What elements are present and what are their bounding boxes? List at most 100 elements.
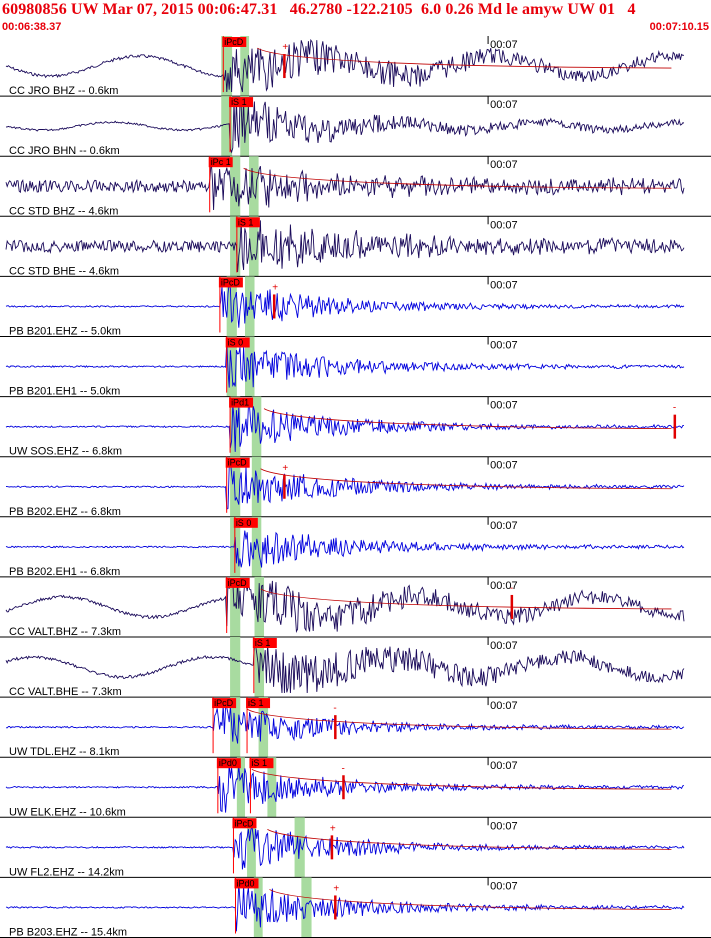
trace-panel: iPd0 iS 1 - 00:07 UW ELK.EHZ -- 10.6km [0, 757, 711, 818]
trace-panel: iPcD + 00:07 CC JRO BHZ -- 0.6km [0, 36, 711, 97]
waveform-trace [5, 100, 685, 154]
amplitude-marker[interactable]: - [673, 403, 676, 439]
amplitude-marker[interactable]: + [333, 883, 339, 920]
marker-sign: + [282, 42, 288, 53]
phase-pick[interactable]: iPc 1 [208, 156, 233, 213]
phase-pick[interactable]: iPcD [225, 456, 250, 513]
phase-pick[interactable]: iPd0 [216, 757, 241, 814]
phase-pick[interactable]: iS 1 [249, 757, 274, 814]
window-end-time: 00:07:10.15 [649, 21, 709, 33]
trace-panel: iPc 1 00:07 CC STD BHZ -- 4.6km [0, 156, 711, 217]
station-label: PB B201.EH1 -- 5.0km [9, 386, 120, 398]
phase-pick[interactable]: iPcD [222, 36, 247, 93]
coda-fit-line [267, 829, 672, 850]
station-label: CC STD BHZ -- 4.6km [9, 205, 118, 217]
waveform-trace [5, 460, 685, 510]
trace-panel: iPcD + 00:07 PB B202.EHZ -- 6.8km [0, 456, 711, 518]
trace-panel: iPd0 + 00:07 PB B203.EHZ -- 15.4km [0, 877, 711, 938]
waveform-trace [5, 882, 685, 932]
trace-panel: iS 0 00:07 PB B201.EH1 -- 5.0km [0, 336, 711, 398]
marker-sign: - [341, 763, 344, 774]
station-label: CC STD BHE -- 4.6km [9, 265, 119, 277]
station-label: UW FL2.EHZ -- 14.2km [9, 866, 124, 878]
phase-pick[interactable]: iS 1 [229, 96, 254, 153]
marker-sign: - [510, 583, 513, 594]
waveform-trace [5, 703, 685, 744]
station-label: PB B202.EHZ -- 6.8km [9, 506, 121, 518]
pick-label: iS 1 [238, 217, 254, 227]
amplitude-marker[interactable]: - [333, 703, 337, 740]
pick-label: iPd0 [219, 758, 237, 768]
trace-panel: iS 1 00:07 CC VALT.BHE -- 7.3km [0, 637, 711, 698]
phase-pick[interactable]: iPcD [218, 276, 243, 333]
minute-label: 00:07 [490, 760, 518, 772]
marker-sign: + [282, 463, 288, 474]
arrival-band [226, 276, 237, 337]
amplitude-marker[interactable]: + [330, 823, 336, 860]
coda-fit-line [260, 588, 672, 610]
pick-label: iPcD [224, 37, 244, 47]
pick-label: iPcD [228, 578, 248, 588]
phase-pick[interactable]: iPcD [212, 697, 237, 754]
waveform-trace [5, 826, 685, 870]
station-label: CC JRO BHN -- 0.6km [9, 145, 120, 157]
arrival-band [249, 216, 259, 277]
waveform-trace [5, 580, 685, 634]
amplitude-marker[interactable]: + [272, 282, 278, 319]
pick-label: iPcD [234, 818, 254, 828]
minute-label: 00:07 [490, 520, 518, 532]
pick-label: iPcD [214, 698, 234, 708]
minute-label: 00:07 [490, 400, 518, 412]
phase-pick[interactable]: iS 1 [252, 637, 277, 694]
amplitude-marker[interactable]: + [282, 42, 288, 79]
pick-label: iS 0 [236, 518, 252, 528]
amplitude-marker[interactable]: - [341, 763, 345, 800]
arrival-band [249, 156, 259, 217]
arrival-band [236, 757, 246, 818]
waveform-trace [5, 160, 685, 211]
coda-fit-line [243, 167, 672, 189]
minute-label: 00:07 [490, 340, 518, 352]
phase-pick[interactable]: iS 1 [246, 697, 271, 754]
phase-pick[interactable]: iS 1 [235, 216, 260, 273]
marker-sign: + [333, 883, 339, 894]
pick-label: iPc 1 [211, 157, 231, 167]
phase-pick[interactable]: iS 0 [225, 336, 250, 393]
phase-pick[interactable]: iPcD [232, 817, 257, 874]
phase-pick[interactable]: iPd0 [234, 877, 259, 934]
arrival-band [230, 396, 241, 457]
amplitude-marker[interactable]: + [282, 463, 288, 499]
phase-pick[interactable]: iPcD [225, 576, 250, 633]
minute-label: 00:07 [490, 219, 518, 231]
trace-panel: iPd1 - 00:07 UW SOS.EHZ -- 6.8km [0, 396, 711, 458]
waveform-trace [5, 283, 685, 328]
event-title: 60980856 UW Mar 07, 2015 00:06:47.31 46.… [2, 1, 636, 18]
trace-panel: iPcD + 00:07 UW FL2.EHZ -- 14.2km [0, 817, 711, 878]
marker-sign: - [333, 703, 336, 714]
arrival-band [221, 96, 233, 157]
coda-fit-line [260, 468, 672, 490]
waveform-trace [5, 340, 685, 388]
station-label: PB B203.EHZ -- 15.4km [9, 927, 127, 938]
pick-label: iPcD [221, 277, 241, 287]
waveform-trace [5, 404, 685, 452]
minute-label: 00:07 [490, 880, 518, 892]
coda-fit-line [257, 47, 672, 69]
arrival-band [251, 516, 262, 577]
trace-panel: iPcD -00:07 CC VALT.BHZ -- 7.3km [0, 576, 711, 638]
coda-fit-line [251, 768, 672, 790]
arrival-band [251, 456, 262, 517]
waveform-trace [5, 530, 685, 568]
amplitude-marker[interactable]: - [510, 583, 513, 619]
marker-sign: - [673, 403, 676, 414]
station-label: PB B202.EH1 -- 6.8km [9, 566, 120, 578]
arrival-band [301, 877, 312, 938]
arrival-band [245, 336, 255, 397]
arrival-band [221, 36, 233, 97]
phase-pick[interactable]: iPd1 [229, 396, 254, 453]
coda-fit-line [269, 889, 672, 910]
window-start-time: 00:06:38.37 [2, 21, 62, 33]
phase-pick[interactable]: iS 0 [233, 516, 258, 573]
pick-label: iPcD [228, 458, 248, 468]
station-label: CC JRO BHZ -- 0.6km [9, 85, 118, 97]
